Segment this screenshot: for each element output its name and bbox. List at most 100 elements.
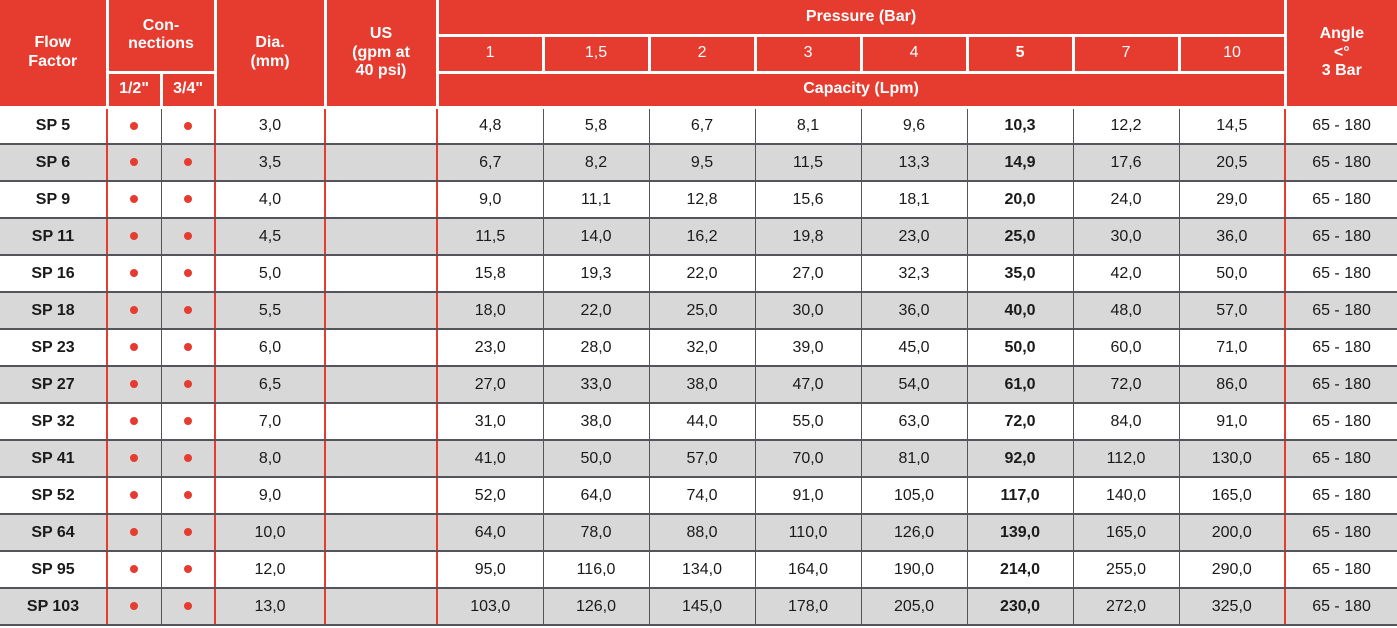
connection-threequarter-cell xyxy=(160,217,217,256)
capacity-cell-4bar: 54,0 xyxy=(860,365,968,404)
us-gpm-header: US (gpm at 40 psi) xyxy=(323,0,439,109)
capacity-cell-2bar: 134,0 xyxy=(648,550,756,589)
capacity-cell-1-5bar: 38,0 xyxy=(542,402,650,441)
capacity-cell-3bar: 47,0 xyxy=(754,365,862,404)
capacity-cell-7bar: 112,0 xyxy=(1072,439,1180,478)
pressure-value-1: 1 xyxy=(435,33,545,74)
flow-factor-cell: SP 23 xyxy=(0,328,108,367)
connection-threequarter-cell xyxy=(160,513,217,552)
diameter-cell: 4,5 xyxy=(214,217,327,256)
capacity-cell-1bar: 15,8 xyxy=(436,254,544,293)
pressure-value-10: 10 xyxy=(1177,33,1287,74)
table-row: SP 32 7,0 31,0 38,0 44,0 55,0 63,0 72,0 … xyxy=(0,402,1397,441)
table-row: SP 52 9,0 52,0 64,0 74,0 91,0 105,0 117,… xyxy=(0,476,1397,515)
flow-factor-cell: SP 6 xyxy=(0,143,108,182)
connection-half-cell xyxy=(106,550,162,589)
flow-factor-cell: SP 64 xyxy=(0,513,108,552)
capacity-cell-7bar: 42,0 xyxy=(1072,254,1180,293)
connection-half-cell xyxy=(106,217,162,256)
table-row: SP 41 8,0 41,0 50,0 57,0 70,0 81,0 92,0 … xyxy=(0,439,1397,478)
capacity-cell-3bar: 19,8 xyxy=(754,217,862,256)
capacity-cell-5bar: 117,0 xyxy=(966,476,1074,515)
capacity-cell-1-5bar: 50,0 xyxy=(542,439,650,478)
capacity-cell-10bar: 86,0 xyxy=(1178,365,1287,404)
capacity-cell-2bar: 22,0 xyxy=(648,254,756,293)
capacity-cell-7bar: 24,0 xyxy=(1072,180,1180,219)
capacity-cell-10bar: 20,5 xyxy=(1178,143,1287,182)
connection-dot-icon xyxy=(183,158,192,167)
capacity-cell-1-5bar: 78,0 xyxy=(542,513,650,552)
connection-half-cell xyxy=(106,402,162,441)
connection-dot-icon xyxy=(183,454,192,463)
table-row: SP 64 10,0 64,0 78,0 88,0 110,0 126,0 13… xyxy=(0,513,1397,552)
capacity-cell-4bar: 13,3 xyxy=(860,143,968,182)
capacity-cell-10bar: 91,0 xyxy=(1178,402,1287,441)
capacity-cell-10bar: 71,0 xyxy=(1178,328,1287,367)
flow-factor-header: Flow Factor xyxy=(0,0,109,109)
capacity-cell-1bar: 11,5 xyxy=(436,217,544,256)
diameter-cell: 13,0 xyxy=(214,587,327,626)
connection-half-header: 1/2" xyxy=(105,70,163,109)
diameter-cell: 3,5 xyxy=(214,143,327,182)
table-row: SP 18 5,5 18,0 22,0 25,0 30,0 36,0 40,0 … xyxy=(0,291,1397,330)
capacity-cell-5bar: 14,9 xyxy=(966,143,1074,182)
connection-dot-icon xyxy=(130,417,139,426)
us-gpm-cell xyxy=(324,180,439,219)
angle-cell: 65 - 180 xyxy=(1284,328,1397,367)
capacity-cell-5bar: 92,0 xyxy=(966,439,1074,478)
capacity-cell-1bar: 27,0 xyxy=(436,365,544,404)
angle-cell: 65 - 180 xyxy=(1284,180,1397,219)
capacity-cell-7bar: 255,0 xyxy=(1072,550,1180,589)
capacity-cell-2bar: 57,0 xyxy=(648,439,756,478)
connection-dot-icon xyxy=(183,121,192,130)
capacity-cell-2bar: 32,0 xyxy=(648,328,756,367)
capacity-cell-4bar: 190,0 xyxy=(860,550,968,589)
capacity-cell-1bar: 52,0 xyxy=(436,476,544,515)
angle-cell: 65 - 180 xyxy=(1284,365,1397,404)
connection-dot-icon xyxy=(183,306,192,315)
angle-header: Angle <° 3 Bar xyxy=(1283,0,1397,109)
capacity-cell-2bar: 6,7 xyxy=(648,105,756,145)
flow-factor-cell: SP 18 xyxy=(0,291,108,330)
flow-factor-cell: SP 27 xyxy=(0,365,108,404)
capacity-cell-4bar: 32,3 xyxy=(860,254,968,293)
pressure-value-5: 5 xyxy=(965,33,1075,74)
capacity-cell-3bar: 70,0 xyxy=(754,439,862,478)
capacity-cell-3bar: 39,0 xyxy=(754,328,862,367)
capacity-cell-1bar: 41,0 xyxy=(436,439,544,478)
connection-dot-icon xyxy=(183,343,192,352)
capacity-lpm-header: Capacity (Lpm) xyxy=(435,70,1287,109)
connection-dot-icon xyxy=(130,528,139,537)
header-row-pressure: Flow Factor Con- nections Dia. (mm) US (… xyxy=(0,0,1397,109)
pressure-bar-header: Pressure (Bar) xyxy=(435,0,1287,37)
connection-threequarter-cell xyxy=(160,365,217,404)
us-gpm-cell xyxy=(324,587,439,626)
connection-dot-icon xyxy=(183,232,192,241)
connections-header: Con- nections xyxy=(105,0,217,74)
table-row: SP 11 4,5 11,5 14,0 16,2 19,8 23,0 25,0 … xyxy=(0,217,1397,256)
us-gpm-cell xyxy=(324,254,439,293)
capacity-cell-4bar: 205,0 xyxy=(860,587,968,626)
connection-threequarter-cell xyxy=(160,476,217,515)
pressure-value-3: 3 xyxy=(753,33,863,74)
header-row-pressure-values: 1 1,5 2 3 4 5 7 10 xyxy=(0,33,1397,74)
capacity-cell-3bar: 91,0 xyxy=(754,476,862,515)
flow-factor-cell: SP 32 xyxy=(0,402,108,441)
capacity-cell-10bar: 200,0 xyxy=(1178,513,1287,552)
diameter-cell: 6,0 xyxy=(214,328,327,367)
connection-half-cell xyxy=(106,476,162,515)
capacity-cell-5bar: 139,0 xyxy=(966,513,1074,552)
capacity-cell-10bar: 325,0 xyxy=(1178,587,1287,626)
connection-dot-icon xyxy=(130,195,139,204)
us-gpm-cell xyxy=(324,550,439,589)
connection-half-cell xyxy=(106,513,162,552)
capacity-cell-1bar: 23,0 xyxy=(436,328,544,367)
table-row: SP 95 12,0 95,0 116,0 134,0 164,0 190,0 … xyxy=(0,550,1397,589)
us-gpm-cell xyxy=(324,513,439,552)
capacity-cell-3bar: 11,5 xyxy=(754,143,862,182)
connection-dot-icon xyxy=(183,602,192,611)
capacity-cell-5bar: 10,3 xyxy=(966,105,1074,145)
table-body: SP 5 3,0 4,8 5,8 6,7 8,1 9,6 10,3 12,2 1… xyxy=(0,105,1397,626)
capacity-cell-5bar: 230,0 xyxy=(966,587,1074,626)
connection-half-cell xyxy=(106,180,162,219)
